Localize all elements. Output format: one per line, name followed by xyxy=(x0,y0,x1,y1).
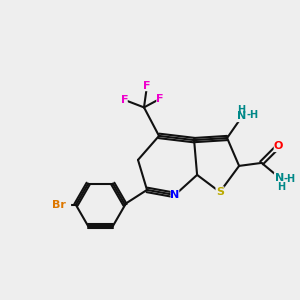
Text: F: F xyxy=(156,94,164,104)
Text: -H: -H xyxy=(283,174,295,184)
FancyBboxPatch shape xyxy=(274,141,283,152)
Text: F: F xyxy=(121,95,128,105)
Text: H: H xyxy=(277,182,285,193)
FancyBboxPatch shape xyxy=(274,172,298,190)
Text: N: N xyxy=(275,173,284,183)
FancyBboxPatch shape xyxy=(170,189,179,201)
FancyBboxPatch shape xyxy=(228,111,259,122)
Text: N: N xyxy=(238,111,247,122)
Text: F: F xyxy=(143,81,151,91)
Text: -H: -H xyxy=(247,110,259,120)
Text: Br: Br xyxy=(52,200,66,210)
Text: N: N xyxy=(170,190,179,200)
Text: S: S xyxy=(216,187,224,197)
FancyBboxPatch shape xyxy=(121,94,128,105)
FancyBboxPatch shape xyxy=(48,199,71,211)
Text: O: O xyxy=(273,141,283,152)
Text: H: H xyxy=(237,105,246,115)
FancyBboxPatch shape xyxy=(144,80,150,91)
FancyBboxPatch shape xyxy=(215,186,224,198)
FancyBboxPatch shape xyxy=(156,94,163,104)
